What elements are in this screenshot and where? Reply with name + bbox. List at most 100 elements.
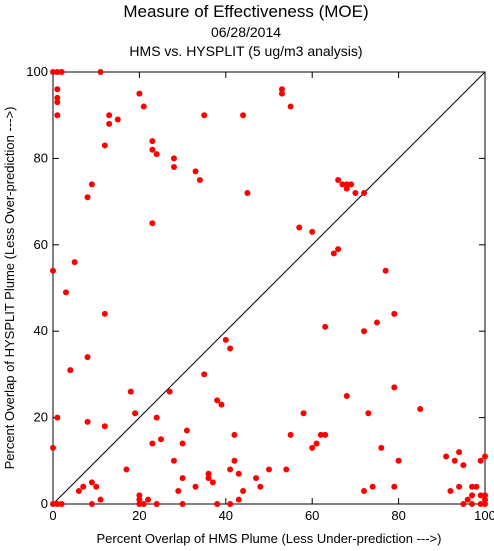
data-point: [127, 388, 134, 395]
data-point: [136, 496, 143, 503]
data-point: [192, 168, 199, 175]
data-point: [235, 470, 242, 477]
x-axis-label: Percent Overlap of HMS Plume (Less Under…: [97, 531, 442, 546]
data-point: [170, 457, 177, 464]
data-point: [149, 138, 156, 145]
data-point: [114, 116, 121, 123]
chart-title: Measure of Effectiveness (MOE): [123, 2, 368, 21]
data-points: [50, 69, 488, 507]
data-point: [283, 466, 290, 473]
x-axis-ticks: 0 20 40 60 80 100: [49, 72, 494, 523]
data-point: [218, 401, 225, 408]
data-point: [136, 492, 143, 499]
data-point: [278, 86, 285, 93]
data-point: [266, 466, 272, 473]
data-point: [214, 397, 221, 404]
data-point: [106, 112, 113, 119]
data-point: [469, 501, 476, 507]
data-point: [62, 289, 69, 296]
data-point: [149, 440, 156, 447]
data-point: [205, 475, 212, 482]
data-point: [50, 444, 56, 451]
data-point: [149, 146, 156, 153]
data-point: [378, 444, 385, 451]
data-point: [67, 367, 74, 374]
data-point: [369, 483, 376, 490]
data-point: [80, 483, 87, 490]
y-tick-label: 20: [34, 410, 48, 425]
y-tick-label: 60: [34, 237, 48, 252]
data-point: [469, 492, 476, 499]
data-point: [322, 323, 329, 330]
data-point: [443, 453, 450, 460]
data-point: [257, 483, 264, 490]
data-point: [132, 410, 139, 417]
data-point: [278, 90, 285, 97]
data-point: [50, 267, 56, 274]
data-point: [183, 427, 190, 434]
data-point: [244, 189, 251, 196]
data-point: [179, 475, 186, 482]
data-point: [477, 492, 484, 499]
data-point: [209, 479, 216, 486]
data-point: [54, 99, 61, 106]
data-point: [179, 440, 186, 447]
y-axis-label: Percent Overlap of HYSPLIT Plume (Less O…: [2, 107, 17, 470]
data-point: [361, 328, 368, 335]
data-point: [149, 220, 156, 227]
y-axis-ticks: 0 20 40 60 80 100: [26, 64, 485, 511]
data-point: [158, 436, 164, 443]
data-point: [456, 449, 463, 456]
data-point: [153, 151, 160, 158]
data-point: [106, 120, 113, 127]
data-point: [50, 69, 56, 75]
x-tick-label: 60: [305, 508, 319, 523]
data-point: [58, 501, 65, 507]
data-point: [145, 496, 152, 503]
data-point: [473, 483, 480, 490]
data-point: [296, 224, 303, 231]
data-point: [309, 228, 316, 235]
data-point: [54, 501, 61, 507]
data-point: [123, 466, 130, 473]
data-point: [93, 483, 100, 490]
x-tick-label: 40: [219, 508, 233, 523]
data-point: [54, 112, 61, 119]
data-point: [214, 501, 221, 507]
data-point: [361, 488, 368, 495]
data-point: [460, 501, 467, 507]
data-point: [50, 501, 56, 507]
data-point: [482, 492, 488, 499]
data-point: [447, 488, 454, 495]
data-point: [361, 189, 368, 196]
data-point: [330, 250, 337, 257]
data-point: [136, 501, 143, 507]
x-tick-label: 100: [474, 508, 494, 523]
data-point: [54, 94, 61, 101]
data-point: [54, 86, 61, 93]
data-point: [477, 501, 484, 507]
chart-subtitle: HMS vs. HYSPLIT (5 ug/m3 analysis): [129, 43, 362, 59]
data-point: [395, 457, 402, 464]
data-point: [140, 103, 147, 110]
data-point: [153, 501, 160, 507]
data-point: [222, 336, 229, 343]
data-point: [343, 181, 350, 188]
data-point: [179, 501, 186, 507]
data-point: [201, 112, 208, 119]
chart-date: 06/28/2014: [211, 24, 281, 40]
x-tick-label: 0: [49, 508, 56, 523]
reference-diagonal-line: [52, 71, 486, 505]
data-point: [71, 259, 78, 266]
data-point: [84, 418, 91, 425]
data-point: [482, 496, 488, 503]
data-point: [348, 181, 355, 188]
data-point: [365, 410, 372, 417]
data-point: [175, 488, 182, 495]
data-point: [101, 423, 108, 430]
data-point: [339, 181, 346, 188]
data-point: [84, 194, 91, 201]
data-point: [88, 181, 95, 188]
data-point: [287, 103, 294, 110]
data-point: [240, 488, 247, 495]
